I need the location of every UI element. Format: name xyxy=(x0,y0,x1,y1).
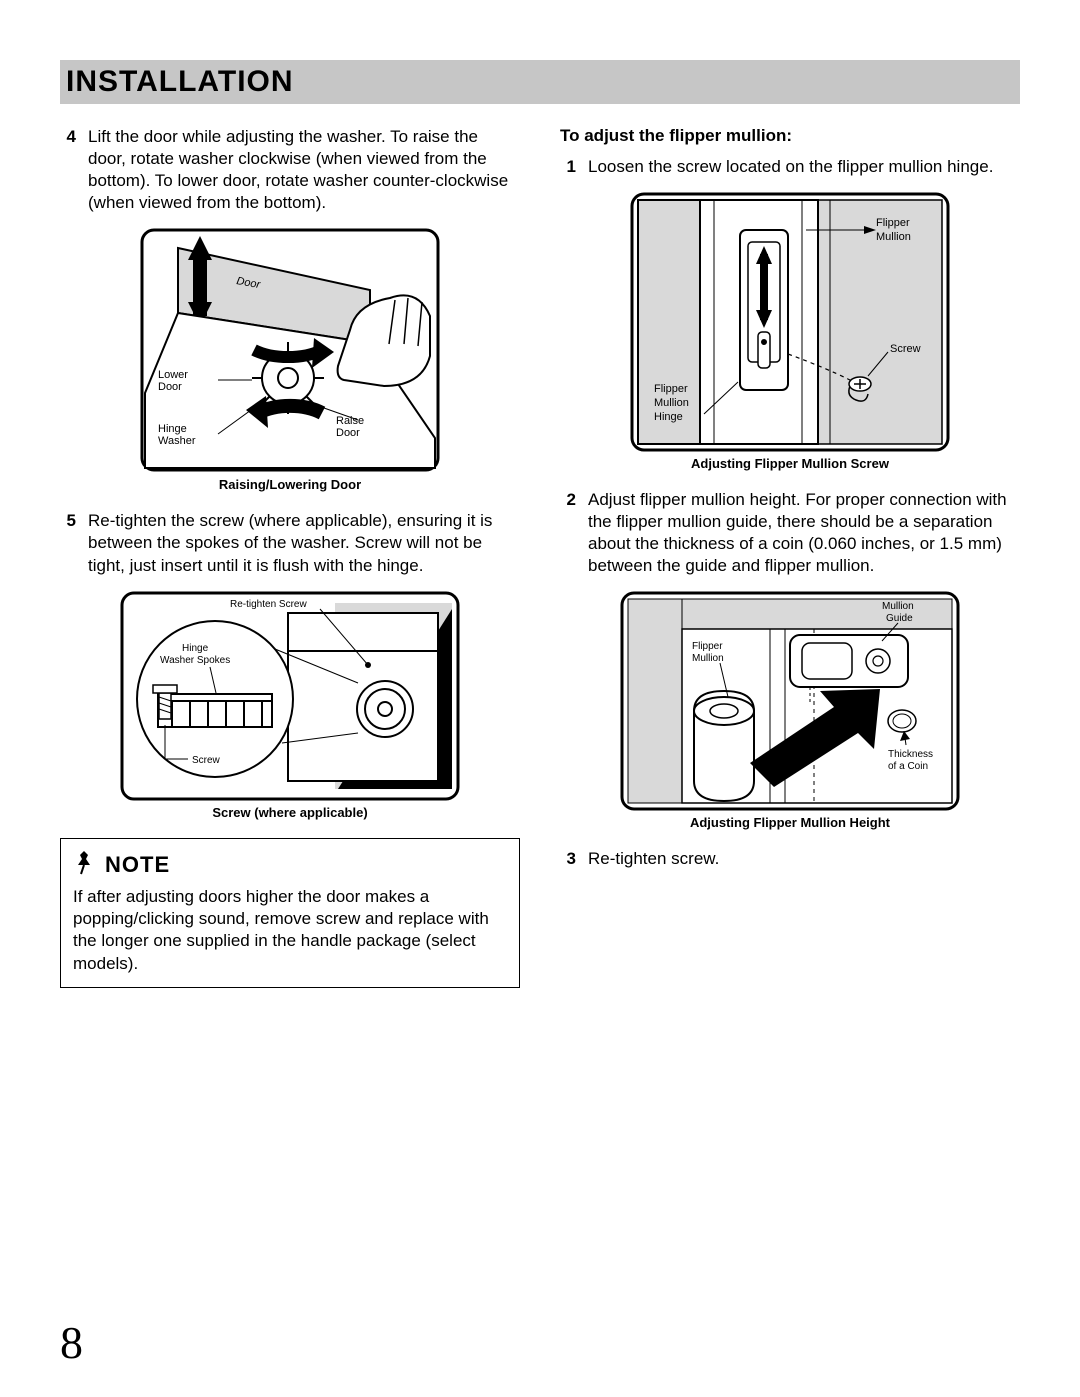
step-4: 4 Lift the door while adjusting the wash… xyxy=(60,126,520,214)
section-header: INSTALLATION xyxy=(60,60,1020,104)
step-number: 2 xyxy=(560,489,576,511)
step-text: Re-tighten screw. xyxy=(588,848,1020,870)
svg-text:Thickness: Thickness xyxy=(888,749,933,760)
step-text: Re-tighten the screw (where applicable),… xyxy=(88,510,520,576)
step-number: 1 xyxy=(560,156,576,178)
step-r2: 2 Adjust flipper mullion height. For pro… xyxy=(560,489,1020,577)
step-number: 3 xyxy=(560,848,576,870)
step-text: Lift the door while adjusting the washer… xyxy=(88,126,520,214)
figure-1-caption: Raising/Lowering Door xyxy=(60,477,520,492)
svg-text:Raise: Raise xyxy=(336,415,364,427)
note-title-row: NOTE xyxy=(73,849,507,883)
figure-2-wrap: Re-tighten Screw xyxy=(60,591,520,820)
figure-flipper-height: Mullion Guide Flipper Mullion Thickness … xyxy=(620,591,960,811)
figure-2-caption: Screw (where applicable) xyxy=(60,805,520,820)
svg-text:of a Coin: of a Coin xyxy=(888,761,928,772)
svg-text:Door: Door xyxy=(336,427,360,439)
figure-4-caption: Adjusting Flipper Mullion Height xyxy=(560,815,1020,830)
step-number: 4 xyxy=(60,126,76,148)
page-number: 8 xyxy=(60,1316,83,1369)
note-box: NOTE If after adjusting doors higher the… xyxy=(60,838,520,988)
svg-text:Washer Spokes: Washer Spokes xyxy=(160,655,230,666)
left-column: 4 Lift the door while adjusting the wash… xyxy=(60,126,520,988)
svg-text:Guide: Guide xyxy=(886,613,913,624)
svg-text:Lower: Lower xyxy=(158,369,188,381)
step-number: 5 xyxy=(60,510,76,532)
svg-text:Flipper: Flipper xyxy=(876,217,910,229)
svg-text:Screw: Screw xyxy=(192,755,221,766)
flipper-heading: To adjust the flipper mullion: xyxy=(560,126,1020,146)
svg-text:Hinge: Hinge xyxy=(158,423,187,435)
figure-3-wrap: Flipper Mullion Screw Flipper Mullion Hi… xyxy=(560,192,1020,471)
right-column: To adjust the flipper mullion: 1 Loosen … xyxy=(560,126,1020,988)
svg-text:Hinge: Hinge xyxy=(654,411,683,423)
figure-raising-lowering-door: Door xyxy=(140,228,440,473)
svg-text:Mullion: Mullion xyxy=(876,231,911,243)
pushpin-icon xyxy=(73,849,95,883)
figure-4-wrap: Mullion Guide Flipper Mullion Thickness … xyxy=(560,591,1020,830)
step-5: 5 Re-tighten the screw (where applicable… xyxy=(60,510,520,576)
figure-flipper-screw: Flipper Mullion Screw Flipper Mullion Hi… xyxy=(630,192,950,452)
svg-text:Mullion: Mullion xyxy=(882,601,914,612)
step-text: Adjust flipper mullion height. For prope… xyxy=(588,489,1020,577)
figure-1-wrap: Door xyxy=(60,228,520,492)
svg-text:Flipper: Flipper xyxy=(692,641,723,652)
content-columns: 4 Lift the door while adjusting the wash… xyxy=(60,126,1020,988)
svg-text:Screw: Screw xyxy=(890,343,921,355)
svg-text:Door: Door xyxy=(158,381,182,393)
note-title: NOTE xyxy=(105,851,170,880)
step-r3: 3 Re-tighten screw. xyxy=(560,848,1020,870)
svg-text:Hinge: Hinge xyxy=(182,643,209,654)
svg-text:Mullion: Mullion xyxy=(654,397,689,409)
svg-text:Flipper: Flipper xyxy=(654,383,688,395)
svg-text:Re-tighten Screw: Re-tighten Screw xyxy=(230,599,307,610)
step-r1: 1 Loosen the screw located on the flippe… xyxy=(560,156,1020,178)
svg-text:Mullion: Mullion xyxy=(692,653,724,664)
section-title: INSTALLATION xyxy=(66,65,294,99)
figure-screw-applicable: Re-tighten Screw xyxy=(120,591,460,801)
svg-text:Washer: Washer xyxy=(158,435,196,447)
figure-3-caption: Adjusting Flipper Mullion Screw xyxy=(560,456,1020,471)
note-body: If after adjusting doors higher the door… xyxy=(73,886,507,974)
step-text: Loosen the screw located on the flipper … xyxy=(588,156,1020,178)
